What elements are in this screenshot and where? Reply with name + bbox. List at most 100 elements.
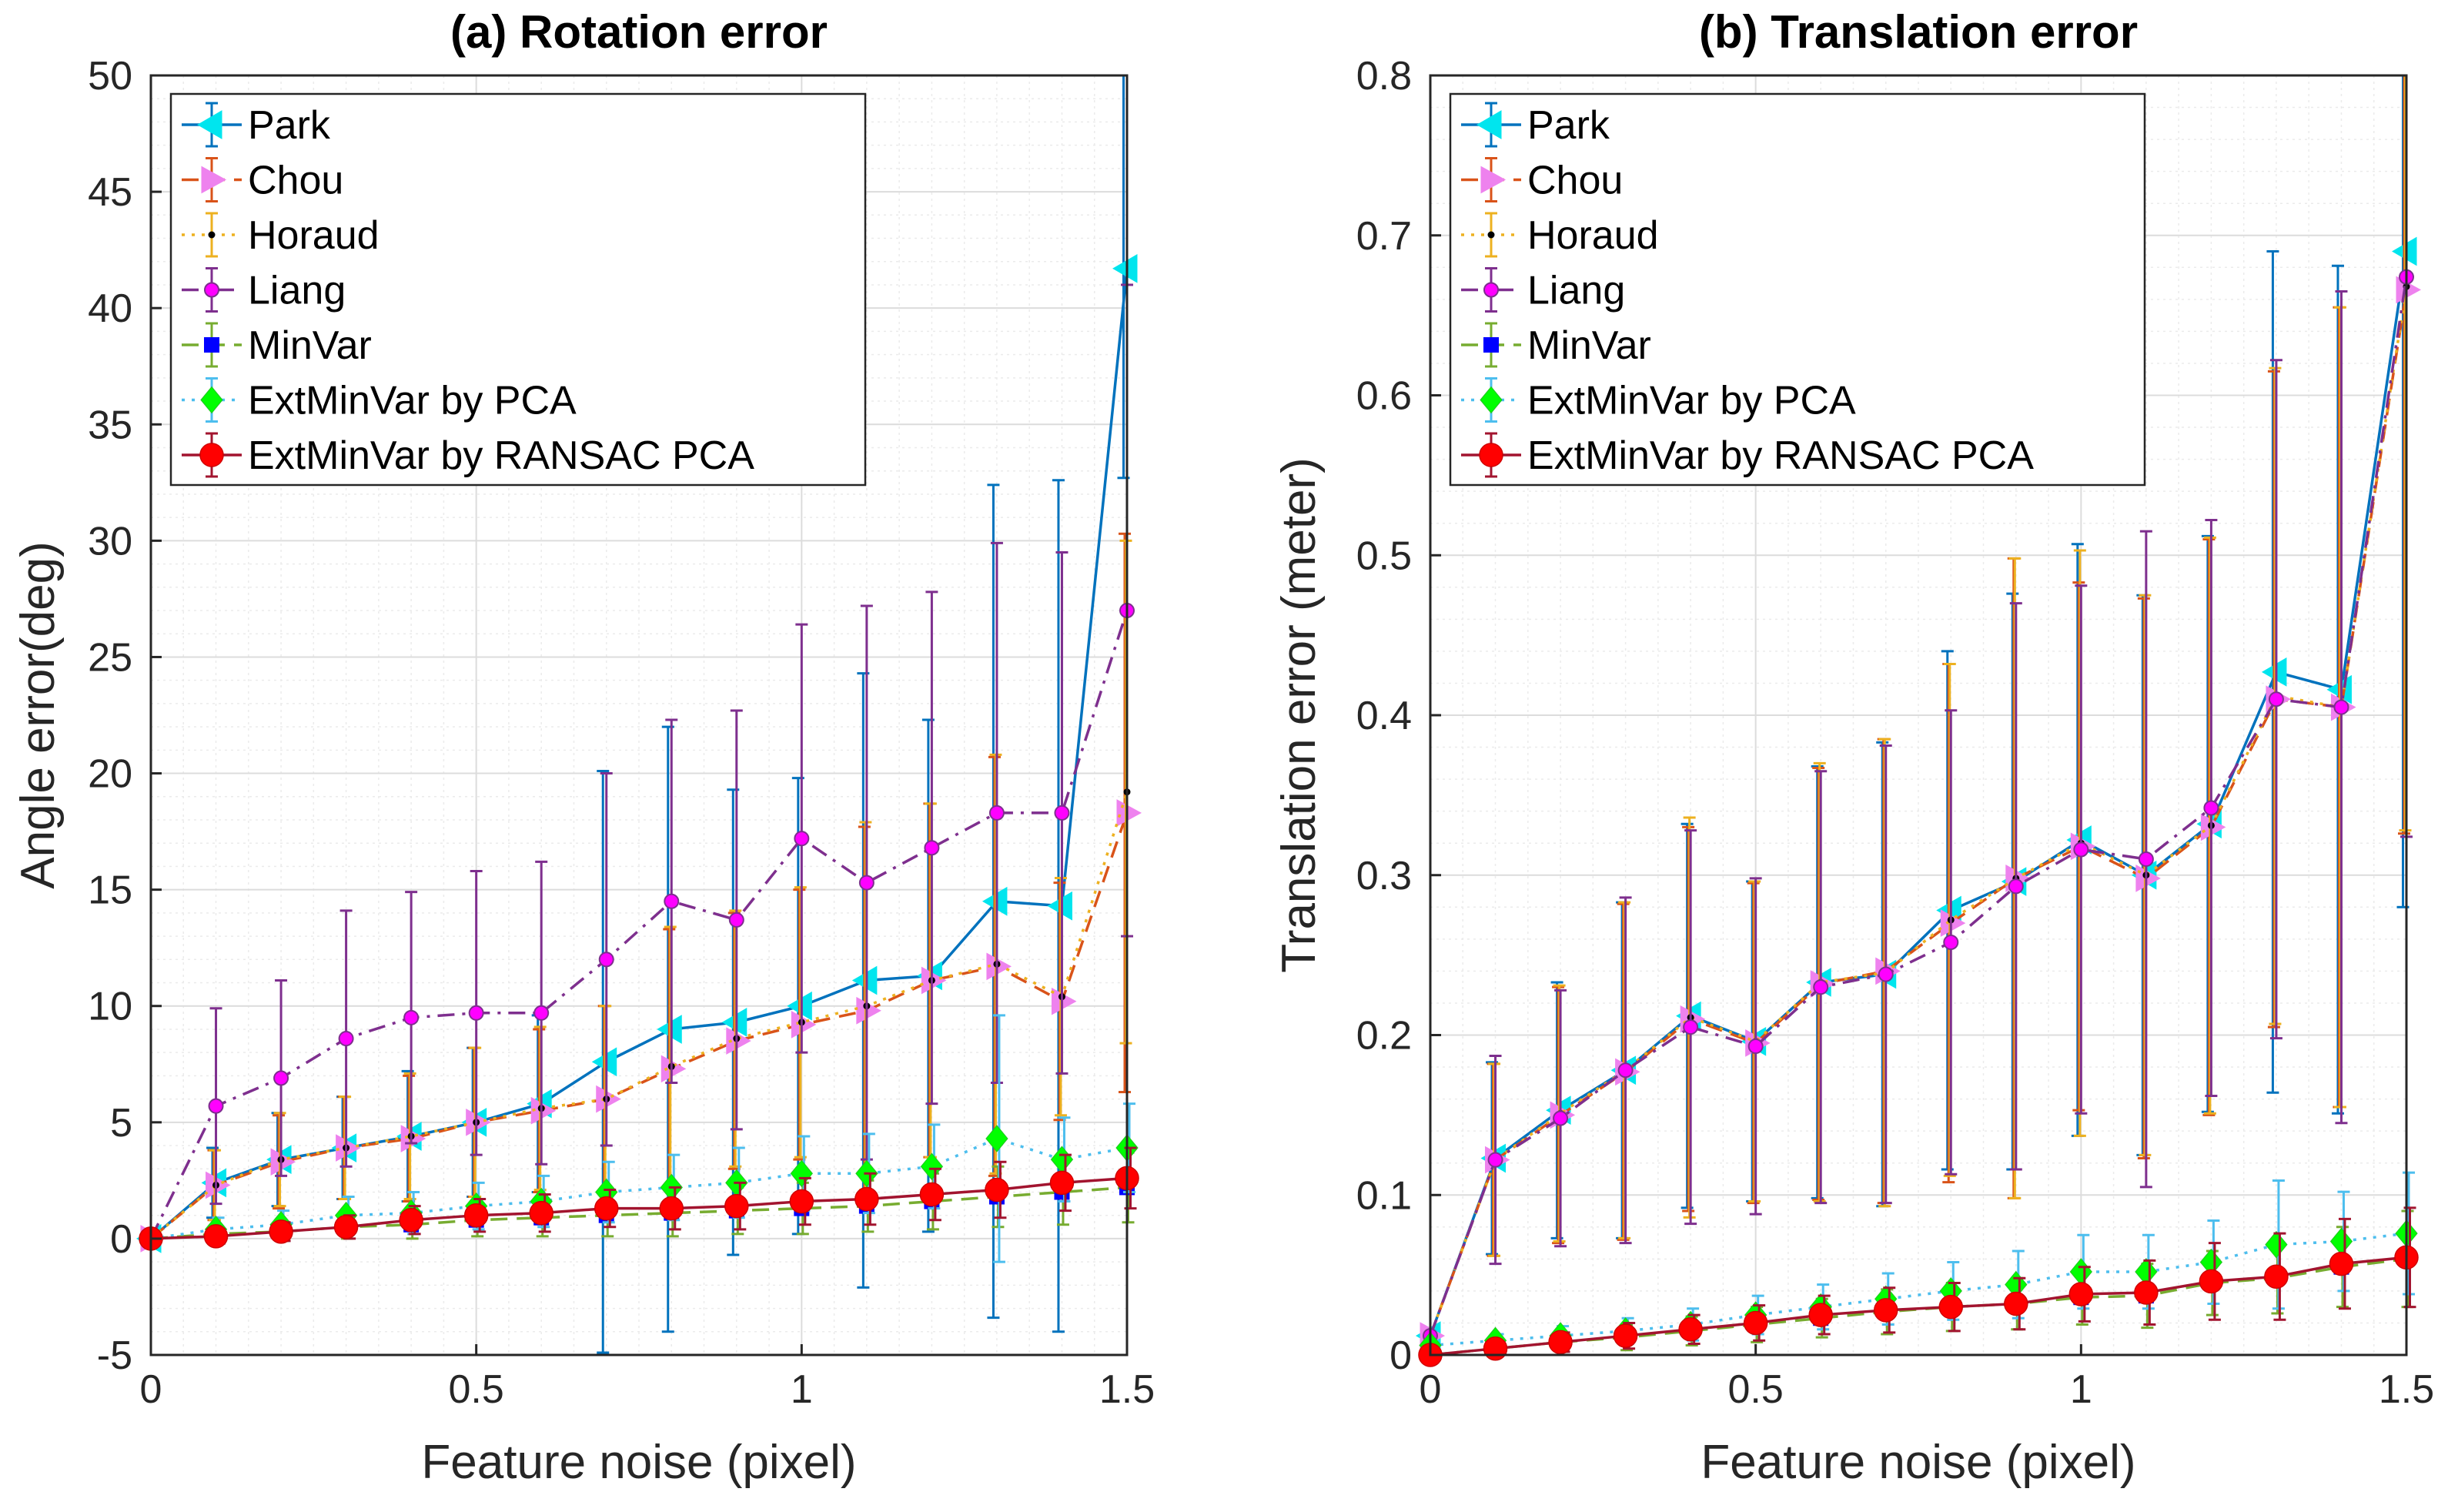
legend-label: Horaud [248, 213, 380, 258]
data-point [2138, 851, 2154, 867]
series-line [149, 610, 1129, 1239]
data-point [659, 1196, 684, 1221]
x-tick-label: 1 [791, 1367, 813, 1412]
data-point [203, 1224, 229, 1249]
legend-entry-park: Park [1461, 102, 1610, 148]
legend-label: ExtMinVar by PCA [248, 379, 577, 423]
legend-label: MinVar [1527, 323, 1651, 368]
data-point [2203, 800, 2219, 816]
legend-label: Park [1527, 103, 1610, 148]
legend-label: Liang [1527, 269, 1625, 313]
y-tick-label: 20 [88, 752, 132, 797]
y-tick-label: 25 [88, 635, 132, 680]
legend-marker-sample [1483, 282, 1499, 298]
x-tick-label: 1.5 [1099, 1367, 1155, 1412]
chart-title: (a) Rotation error [450, 6, 828, 58]
x-tick-label: 0 [1420, 1367, 1442, 1412]
y-tick-label: 10 [88, 985, 132, 1029]
data-point [920, 1152, 944, 1181]
data-point [988, 805, 1005, 821]
data-point [468, 1005, 484, 1021]
data-point [399, 1207, 423, 1233]
data-point [2135, 865, 2161, 892]
legend-label: ExtMinVar by RANSAC PCA [248, 433, 754, 478]
data-point [789, 1189, 814, 1214]
legend-marker-sample [1487, 231, 1495, 239]
y-tick-label: 0.7 [1356, 214, 1412, 259]
legend-entry-extminvar-by-ransac-pca: ExtMinVar by RANSAC PCA [182, 432, 754, 478]
legend-entry-extminvar-by-pca: ExtMinVar by PCA [1461, 377, 1856, 423]
data-point [1747, 1039, 1764, 1055]
series-line [1429, 276, 2408, 1336]
x-axis-label: Feature noise (pixel) [1701, 1436, 2135, 1489]
legend-entry-liang: Liang [182, 267, 346, 313]
legend: Park Chou Horaud Liang MinVar ExtMinVar by PC… [1449, 92, 2146, 487]
data-point [854, 1186, 879, 1212]
series-line [149, 791, 1129, 1240]
y-tick-label: 0.1 [1356, 1173, 1412, 1218]
data-point [463, 1203, 489, 1228]
y-axis-label: Angle error(deg) [12, 541, 65, 888]
x-tick-label: 1.5 [2379, 1367, 2434, 1412]
legend-label: Chou [248, 159, 343, 203]
legend-marker-sample [200, 386, 223, 414]
data-point [594, 1196, 619, 1221]
data-point [919, 1182, 945, 1207]
data-point [1548, 1330, 1573, 1355]
data-point [724, 1193, 749, 1219]
legend-entry-extminvar-by-ransac-pca: ExtMinVar by RANSAC PCA [1461, 432, 2034, 478]
data-point [1813, 979, 1829, 995]
chart-title: (b) Translation error [1699, 6, 2138, 58]
data-point [728, 912, 744, 928]
y-tick-label: 0.3 [1356, 854, 1412, 898]
legend-entry-minvar: MinVar [1461, 322, 1651, 368]
series-line [149, 812, 1129, 1240]
series-liang [1423, 75, 2414, 1344]
data-point [1613, 1323, 1638, 1348]
data-point [1553, 1110, 1569, 1126]
series-line [1429, 251, 2408, 1336]
data-point [598, 952, 614, 968]
legend-label: ExtMinVar by RANSAC PCA [1527, 433, 2034, 478]
data-point [1938, 1294, 1964, 1320]
data-point [985, 1177, 1009, 1203]
data-point [2329, 1251, 2354, 1276]
data-point [333, 1215, 359, 1239]
y-tick-label: 15 [88, 868, 132, 913]
x-tick-label: 0.5 [449, 1367, 504, 1412]
data-point [985, 1125, 1008, 1152]
y-axis-label: Translation error (meter) [1272, 457, 1326, 973]
data-point [273, 1070, 289, 1086]
data-point [790, 1159, 813, 1188]
legend-marker-sample [1480, 386, 1503, 414]
legend-marker-sample [208, 231, 216, 239]
legend-marker-sample [201, 166, 227, 194]
axes-box [149, 74, 1129, 1356]
legend-marker-sample [204, 282, 219, 298]
y-tick-label: 0.2 [1356, 1014, 1412, 1059]
x-tick-label: 0.5 [1728, 1367, 1784, 1412]
series-line [150, 1176, 1128, 1240]
series-line [1430, 1232, 2407, 1347]
legend-label: ExtMinVar by PCA [1527, 379, 1856, 423]
series-extminvar-by-ransac-pca [1418, 1206, 2419, 1367]
data-point [1940, 909, 1966, 937]
data-point [269, 1219, 293, 1244]
legend-entry-chou: Chou [182, 157, 343, 203]
legend-marker-sample [1483, 337, 1499, 353]
legend-label: MinVar [248, 323, 372, 368]
data-point [2199, 1269, 2224, 1294]
legend-entry-chou: Chou [1461, 157, 1623, 203]
data-point [1943, 935, 1959, 951]
legend-marker-sample [204, 337, 219, 353]
legend-marker-sample [1479, 443, 1503, 467]
y-tick-label: -5 [97, 1333, 132, 1378]
data-point [2333, 699, 2349, 715]
legend: Park Chou Horaud Liang MinVar ExtMinVar by PC… [169, 92, 867, 487]
data-point [794, 831, 810, 847]
legend-marker-sample [199, 443, 224, 467]
y-tick-label: 40 [88, 286, 132, 331]
data-point [1808, 1303, 1833, 1327]
legend-entry-park: Park [182, 102, 331, 148]
legend-marker-sample [197, 110, 222, 139]
